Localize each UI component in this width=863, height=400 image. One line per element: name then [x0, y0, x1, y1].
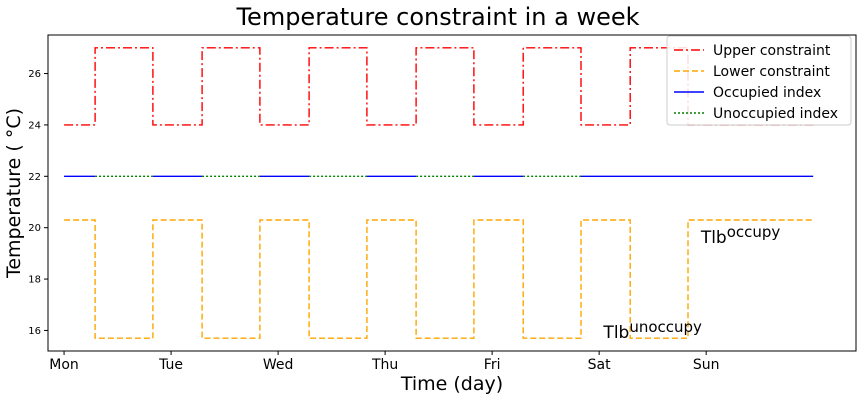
y-tick-label: 22	[28, 172, 41, 183]
legend-box	[666, 35, 852, 126]
y-tick-label: 26	[28, 69, 41, 80]
upper-constraint-line	[64, 47, 814, 126]
x-tick-label: Mon	[49, 357, 79, 373]
y-tick-label: 24	[28, 120, 41, 131]
annotations: Tlboccupy Tlbunoccupy	[602, 223, 780, 343]
lower-constraint-line	[64, 219, 814, 339]
x-tick-label: Sun	[693, 357, 720, 373]
x-tick-label: Fri	[484, 357, 501, 373]
legend-label-occupied-index: Occupied index	[713, 85, 821, 101]
annotation-tlb-unoccupy: Tlbunoccupy	[602, 318, 702, 343]
x-tick-label: Wed	[263, 357, 294, 373]
x-axis-label: Time (day)	[400, 373, 503, 395]
annotation-tlb-occupy: Tlboccupy	[700, 223, 781, 248]
legend-label-upper-constraint: Upper constraint	[713, 43, 831, 59]
x-tick-label: Tue	[158, 357, 183, 373]
legend-label-unoccupied-index: Unoccupied index	[713, 106, 838, 122]
y-tick-label: 16	[28, 326, 41, 337]
x-tick-label: Thu	[371, 357, 398, 373]
y-tick-label: 18	[28, 275, 41, 286]
y-axis-label: Temperature ( °C)	[3, 108, 25, 279]
x-tick-label: Sat	[588, 357, 611, 373]
chart-title: Temperature constraint in a week	[235, 3, 639, 31]
legend: Upper constraint Lower constraint Occupied…	[666, 35, 852, 126]
axis-ticks: Mon Tue Wed Thu Fri Sat Sun 16 18 20 22 24 26	[28, 69, 719, 373]
y-tick-label: 20	[28, 223, 41, 234]
legend-label-lower-constraint: Lower constraint	[713, 64, 830, 80]
series-layer	[64, 47, 814, 339]
